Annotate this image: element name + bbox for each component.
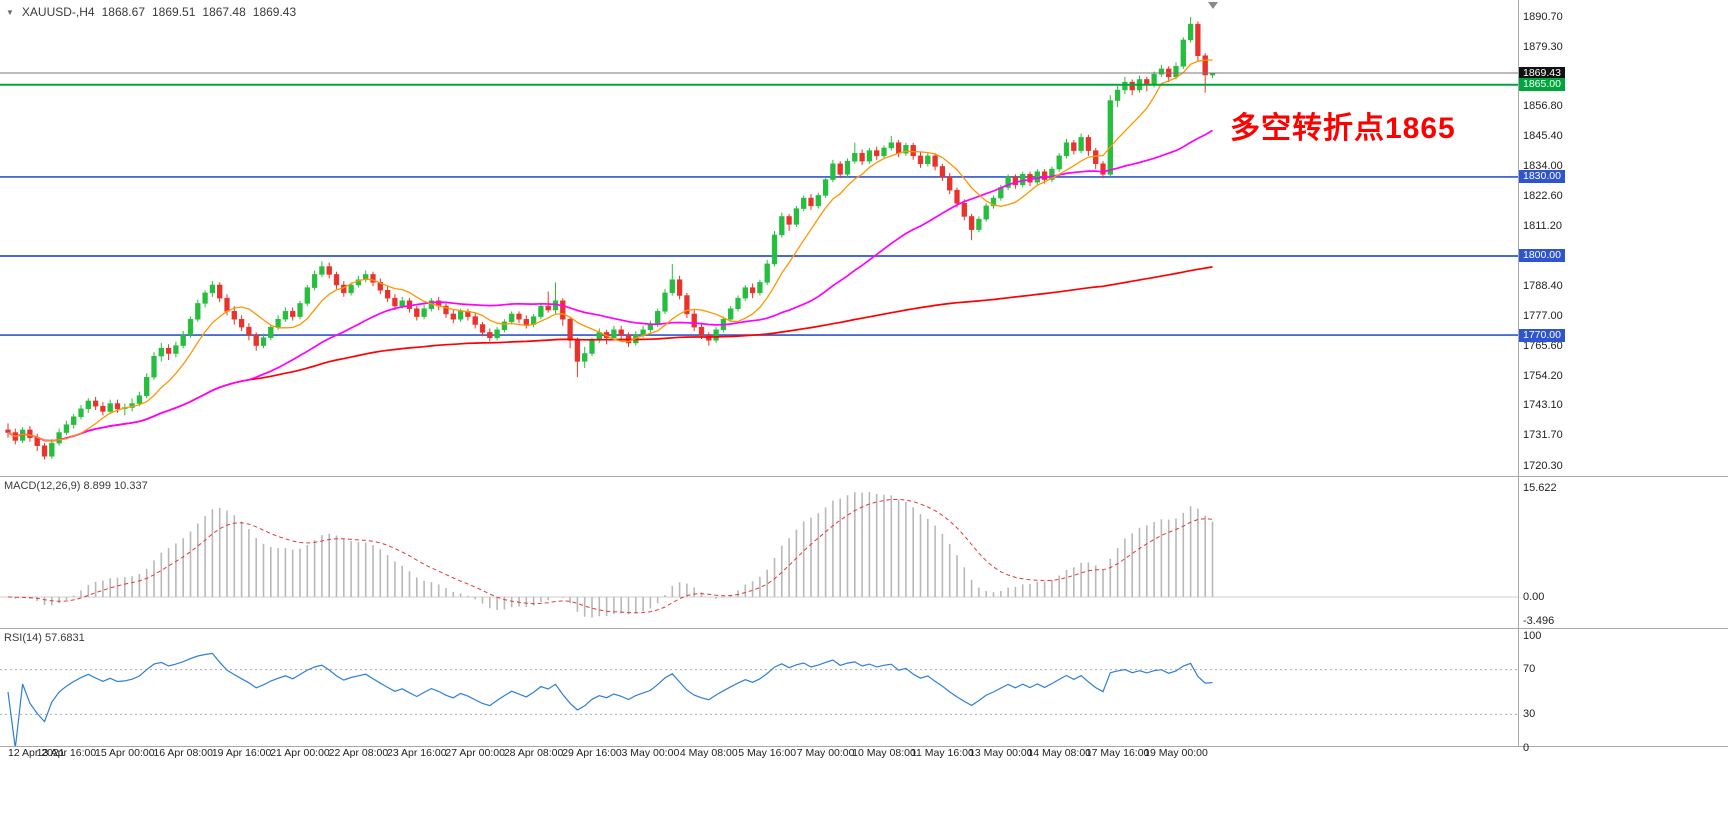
price-tick-label: 1811.20 <box>1523 219 1562 232</box>
price-tick-label: 1845.40 <box>1523 129 1563 142</box>
panel-separator <box>0 746 1728 747</box>
time-axis-label: 12 Apr 2021 <box>8 747 65 759</box>
time-axis-label: 7 May 00:00 <box>796 747 855 759</box>
time-axis-label: 13 May 00:00 <box>968 747 1033 759</box>
time-axis[interactable]: 12 Apr 2021 13 Apr 16:00 15 Apr 00:00 16 Ap… <box>0 747 1518 765</box>
price-axis-separator[interactable] <box>1518 0 1519 746</box>
time-axis-label: 27 Apr 00:00 <box>445 747 505 759</box>
time-axis-label: 13 Apr 16:00 <box>36 747 97 759</box>
rsi-panel[interactable] <box>0 628 1518 746</box>
rsi-tick-label: 0 <box>1523 741 1530 754</box>
macd-histogram <box>14 492 1214 618</box>
rsi-tick-label: 100 <box>1523 629 1542 642</box>
price-level-badge: 1830.00 <box>1519 170 1565 184</box>
macd-tick-label: 0.00 <box>1523 590 1545 603</box>
price-tick-label: 1731.70 <box>1523 429 1563 442</box>
time-axis-label: 3 May 00:00 <box>621 747 680 759</box>
price-tick-label: 1834.00 <box>1523 159 1563 172</box>
time-axis-label: 21 Apr 00:00 <box>270 747 330 759</box>
main-chart[interactable] <box>0 0 1518 476</box>
time-axis-label: 23 Apr 16:00 <box>387 747 447 759</box>
time-axis-label: 22 Apr 08:00 <box>328 747 389 759</box>
price-tick-label: 1822.60 <box>1523 189 1563 202</box>
time-axis-label: 11 May 16:00 <box>910 747 974 759</box>
time-axis-label: 4 May 08:00 <box>679 747 738 759</box>
price-tick-label: 1754.20 <box>1523 370 1563 383</box>
price-tick-label: 1720.30 <box>1523 459 1563 472</box>
symbol-header: ▼ XAUUSD-,H4 1868.67 1869.51 1867.48 186… <box>6 5 296 19</box>
candles-group <box>5 17 1216 460</box>
price-axis[interactable]: 1890.70 1879.30 1856.80 1845.40 1834.00 1822.… <box>1518 0 1728 766</box>
collapse-quote-icon[interactable]: ▼ <box>6 7 14 17</box>
quote-low: 1867.48 <box>202 5 246 19</box>
panel-separator[interactable] <box>0 476 1728 477</box>
price-tick-label: 1777.00 <box>1523 310 1563 323</box>
price-tick-label: 1788.40 <box>1523 280 1563 293</box>
price-level-badge: 1800.00 <box>1519 249 1565 263</box>
symbol-period-label: XAUUSD-,H4 <box>21 5 95 19</box>
macd-tick-label: -3.496 <box>1523 614 1555 627</box>
price-tick-label: 1856.80 <box>1523 99 1563 112</box>
time-axis-label: 17 May 16:00 <box>1085 747 1150 759</box>
macd-panel[interactable] <box>0 476 1518 628</box>
time-axis-label: 19 May 00:00 <box>1144 747 1208 759</box>
time-axis-label: 10 May 08:00 <box>852 747 916 759</box>
time-axis-label: 15 Apr 00:00 <box>95 747 155 759</box>
price-lines <box>0 72 1518 86</box>
rsi-line <box>7 652 1213 746</box>
time-axis-label: 16 Apr 08:00 <box>153 747 213 759</box>
time-axis-label: 5 May 16:00 <box>738 747 797 759</box>
macd-tick-label: 15.622 <box>1523 481 1557 494</box>
panel-separator[interactable] <box>0 628 1728 629</box>
price-tick-label: 1765.60 <box>1523 340 1563 353</box>
rsi-indicator-label: RSI(14) 57.6831 <box>4 632 85 644</box>
macd-indicator-label: MACD(12,26,9) 8.899 10.337 <box>4 480 148 492</box>
price-level-badge: 1869.43 <box>1519 66 1565 80</box>
quote-open: 1868.67 <box>101 5 145 19</box>
macd-signal-line <box>7 499 1213 614</box>
annotation-text: 多空转折点1865 <box>1230 112 1456 145</box>
quote-high: 1869.51 <box>152 5 196 19</box>
chart-shift-icon[interactable] <box>1208 2 1218 9</box>
quote-close: 1869.43 <box>252 5 297 19</box>
price-level-badge: 1770.00 <box>1519 328 1565 342</box>
rsi-tick-label: 30 <box>1523 707 1536 720</box>
time-axis-label: 29 Apr 16:00 <box>562 747 622 759</box>
time-axis-label: 28 Apr 08:00 <box>503 747 564 759</box>
rsi-tick-label: 70 <box>1523 663 1536 676</box>
price-tick-label: 1890.70 <box>1523 10 1563 23</box>
time-axis-label: 14 May 08:00 <box>1027 747 1092 759</box>
price-tick-label: 1879.30 <box>1523 40 1563 53</box>
price-level-badge: 1865.00 <box>1519 78 1565 92</box>
price-tick-label: 1743.10 <box>1523 399 1563 412</box>
time-axis-label: 19 Apr 16:00 <box>211 747 272 759</box>
moving-averages <box>7 59 1213 442</box>
